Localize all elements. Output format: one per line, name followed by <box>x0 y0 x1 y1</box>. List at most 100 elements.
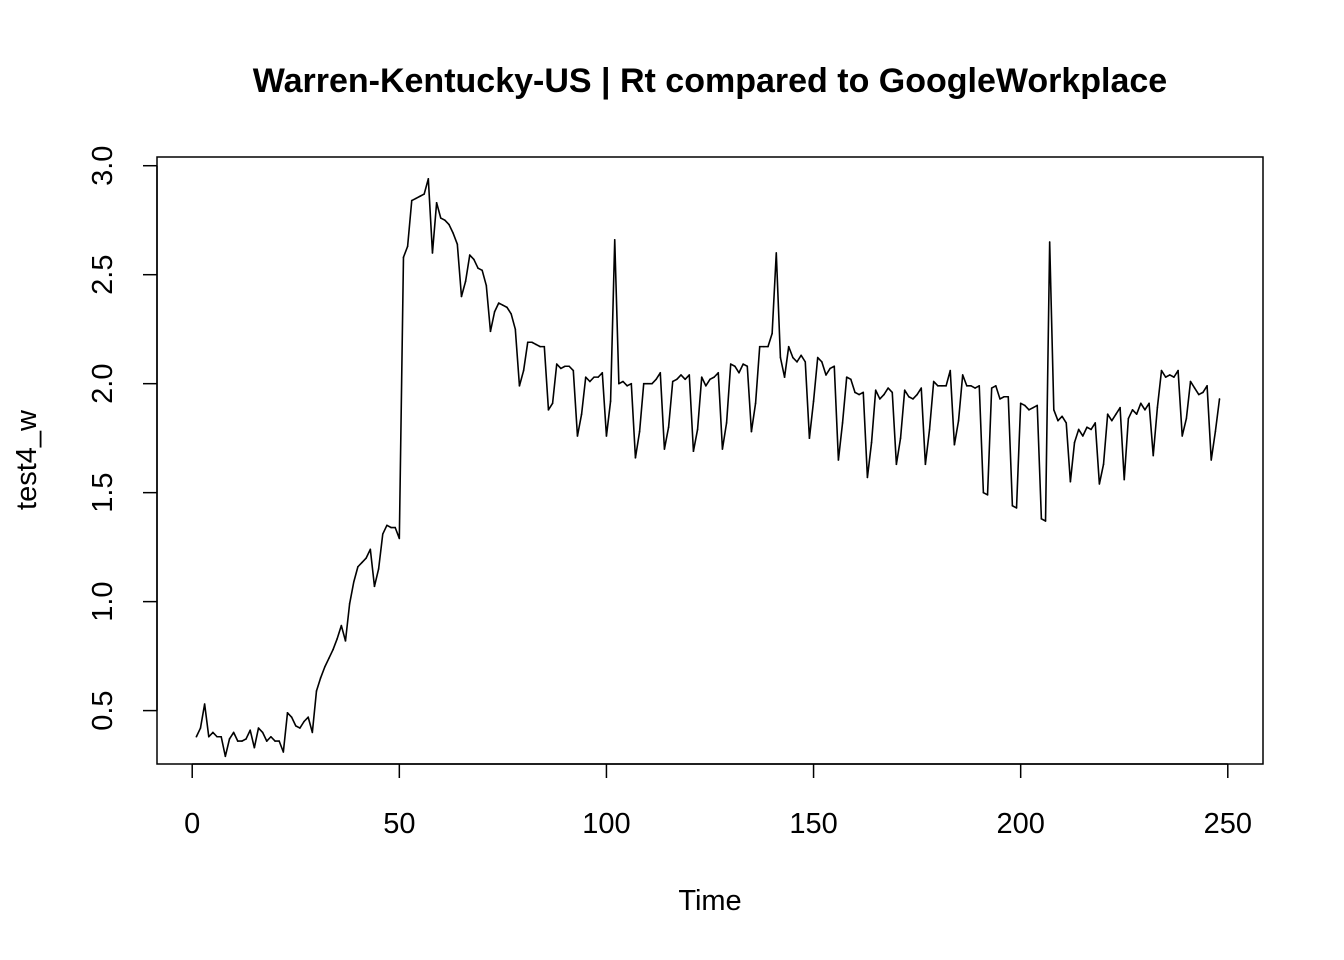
data-point <box>659 371 662 374</box>
data-point <box>1102 463 1105 466</box>
data-point <box>572 369 575 372</box>
y-tick-label: 3.0 <box>87 146 119 186</box>
chart-title: Warren-Kentucky-US | Rt compared to Goog… <box>253 62 1167 100</box>
data-point <box>348 603 351 605</box>
data-point <box>228 738 231 740</box>
data-point <box>688 374 691 376</box>
data-point <box>460 295 463 298</box>
data-point <box>1148 402 1150 405</box>
data-point <box>1090 428 1092 431</box>
data-point <box>734 365 736 368</box>
data-point <box>829 367 831 370</box>
data-point <box>323 666 326 668</box>
data-point <box>1181 435 1184 437</box>
data-point <box>680 374 682 376</box>
data-point <box>1024 404 1026 407</box>
data-point <box>953 443 956 446</box>
x-tick-label: 200 <box>996 808 1044 840</box>
data-point <box>212 731 214 734</box>
data-point <box>415 197 417 200</box>
data-point <box>249 729 251 732</box>
data-point <box>419 195 421 198</box>
data-point <box>858 393 860 396</box>
data-point <box>837 459 840 461</box>
data-point <box>932 380 935 383</box>
data-point <box>386 524 388 527</box>
x-tick-label: 0 <box>184 808 200 840</box>
data-point <box>841 422 844 424</box>
data-point <box>514 328 517 330</box>
data-point <box>564 365 566 368</box>
data-point <box>497 302 500 304</box>
data-point <box>1019 402 1022 405</box>
data-point <box>1218 398 1221 400</box>
data-point <box>431 252 434 254</box>
data-point <box>1061 415 1063 418</box>
y-tick-label: 0.5 <box>87 690 119 730</box>
data-point <box>978 385 981 387</box>
data-point <box>792 356 794 359</box>
data-point <box>332 648 334 651</box>
data-point <box>502 304 504 307</box>
data-point <box>1106 413 1109 415</box>
data-point <box>729 363 732 365</box>
data-point <box>928 428 931 431</box>
data-point <box>854 391 856 394</box>
data-point <box>568 365 570 368</box>
data-point <box>783 376 786 378</box>
data-point <box>622 380 624 383</box>
data-point <box>605 435 608 437</box>
data-point <box>1007 395 1010 398</box>
data-point <box>1053 409 1055 411</box>
data-point <box>369 548 372 551</box>
data-point <box>390 526 392 529</box>
data-point <box>195 735 198 738</box>
data-point <box>618 382 620 385</box>
data-point <box>995 385 997 387</box>
data-point <box>845 376 848 378</box>
data-point <box>758 345 761 348</box>
data-point <box>601 371 604 374</box>
x-tick-label: 50 <box>383 808 415 840</box>
y-axis-label: test4_w <box>11 409 43 510</box>
data-point <box>1135 413 1138 415</box>
data-point <box>742 363 744 365</box>
data-point <box>655 378 657 381</box>
data-point <box>278 740 281 742</box>
data-point <box>1057 419 1059 422</box>
data-point <box>808 437 811 439</box>
data-point <box>908 395 910 398</box>
data-point <box>489 330 492 333</box>
data-point <box>381 533 384 535</box>
data-point <box>961 374 964 376</box>
data-point <box>535 343 537 346</box>
data-point <box>473 258 475 261</box>
data-point <box>315 690 318 692</box>
data-point <box>800 354 802 357</box>
data-point <box>705 385 707 387</box>
data-point <box>224 755 227 758</box>
data-point <box>626 385 628 387</box>
data-point <box>439 217 442 219</box>
data-point <box>560 367 562 370</box>
x-axis: 0 50 100 150 200 250 <box>184 763 1252 840</box>
data-point <box>307 716 309 718</box>
data-point <box>825 374 827 376</box>
data-point <box>481 269 483 272</box>
data-point <box>941 385 943 387</box>
y-axis: 0.5 1.0 1.5 2.0 2.5 3.0 <box>87 146 158 731</box>
x-tick-label: 100 <box>582 808 630 840</box>
data-point <box>763 345 765 348</box>
data-point <box>833 365 836 368</box>
data-point <box>328 657 330 660</box>
data-point <box>883 393 885 396</box>
data-point <box>282 751 285 753</box>
data-point <box>671 380 674 383</box>
data-point <box>862 391 865 394</box>
data-point <box>874 389 877 392</box>
data-point <box>738 371 740 374</box>
data-point <box>638 430 641 433</box>
data-point <box>999 398 1001 400</box>
data-point <box>676 378 678 381</box>
data-point <box>580 413 583 415</box>
